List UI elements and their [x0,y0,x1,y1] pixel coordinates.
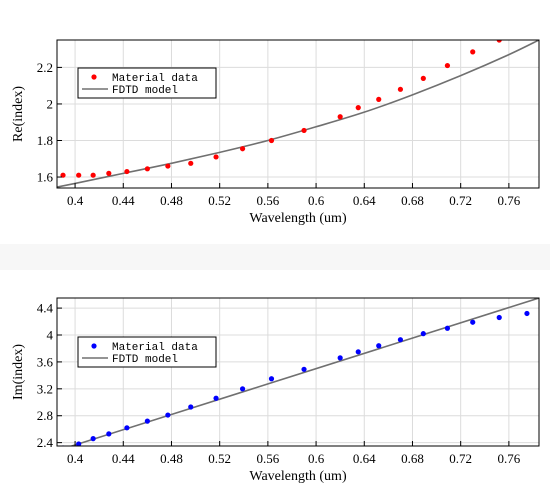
data-point [355,105,361,111]
legend-marker [91,343,97,349]
x-tick-label: 0.6 [308,193,325,208]
axes-frame [56,297,540,447]
fdtd-model-line [57,40,539,188]
x-tick-label: 0.56 [257,451,280,466]
x-tick-label: 0.44 [112,451,135,466]
data-point [239,146,246,152]
series-layer [61,298,539,446]
series-layer [57,40,539,188]
data-point [213,395,219,401]
y-tick-label: 2.2 [37,60,53,75]
y-tick-label: 3.6 [37,354,54,369]
data-point [337,114,343,120]
legend-box [77,67,217,99]
data-point [355,349,361,355]
legend-box [77,336,217,368]
x-tick-label: 0.4 [67,193,84,208]
data-point [376,96,382,102]
data-point [301,366,307,372]
separator-band [0,244,550,270]
x-axis-label: Wavelength (um) [249,211,347,226]
data-point [90,436,96,442]
data-point [337,355,343,361]
data-point [165,412,171,418]
data-point [301,127,307,134]
chart-re-index: 0.4 0.44 0.48 0.52 0.56 0.6 0.64 0.68 0.72 0.76 1.… [11,39,540,226]
legend-marker [91,74,97,80]
y-tick-label: 2.4 [37,435,54,450]
data-point [268,137,275,144]
legend-label: Material data [112,342,198,354]
y-axis-label: Im(index) [11,344,26,400]
data-point [188,404,194,410]
data-point [188,160,194,166]
chart-im-index: 0.4 0.44 0.48 0.52 0.56 0.6 0.64 0.68 0.72 0.76 2.… [11,297,540,484]
y-tick-label: 4 [47,328,54,343]
x-tick-label: 0.72 [449,451,472,466]
y-axis-label: Re(index) [11,86,26,142]
data-point [124,425,130,431]
x-tick-label: 0.48 [160,451,183,466]
data-point [239,386,246,392]
data-point [420,75,426,81]
data-point [496,40,502,43]
data-point [90,172,96,178]
data-point [144,166,150,172]
data-point [420,331,426,337]
x-tick-label: 0.4 [67,451,84,466]
x-tick-label: 0.64 [353,193,376,208]
x-tick-label: 0.64 [353,451,376,466]
data-point [213,154,219,160]
y-tick-label: 1.8 [37,133,53,148]
data-point [444,325,451,331]
data-point [165,163,171,169]
x-tick-label: 0.76 [498,193,521,208]
legend-label: FDTD model [112,354,178,366]
data-point [106,431,112,437]
data-point [76,441,82,446]
data-point [470,49,476,55]
y-tick-label: 2.8 [37,408,53,423]
x-tick-label: 0.44 [112,193,135,208]
x-tick-label: 0.52 [208,451,231,466]
data-point [268,376,275,382]
y-tick-label: 3.2 [37,381,53,396]
fdtd-model-line [69,298,539,446]
x-tick-label: 0.68 [401,193,424,208]
data-point [444,62,451,69]
x-axis-label: Wavelength (um) [249,469,347,484]
data-point [144,418,150,424]
data-point [60,172,66,178]
data-point [76,172,82,178]
x-tick-label: 0.48 [160,193,183,208]
data-point [524,310,530,317]
x-tick-label: 0.68 [401,451,424,466]
data-point [496,314,502,321]
axes-frame [56,39,540,189]
x-tick-label: 0.76 [498,451,521,466]
x-tick-label: 0.52 [208,193,231,208]
y-tick-label: 4.4 [37,301,54,316]
x-tick-label: 0.72 [449,193,472,208]
data-point [397,337,404,343]
legend-label: Material data [112,73,198,85]
legend-label: FDTD model [112,85,178,97]
data-point [376,343,382,349]
data-point [106,170,112,176]
y-tick-label: 2 [47,96,54,111]
data-point [397,86,404,92]
plot-area [57,40,539,188]
y-tick-label: 1.6 [37,170,54,185]
data-point [470,319,476,325]
data-point [124,168,130,175]
x-tick-label: 0.6 [308,451,325,466]
x-tick-label: 0.56 [257,193,280,208]
